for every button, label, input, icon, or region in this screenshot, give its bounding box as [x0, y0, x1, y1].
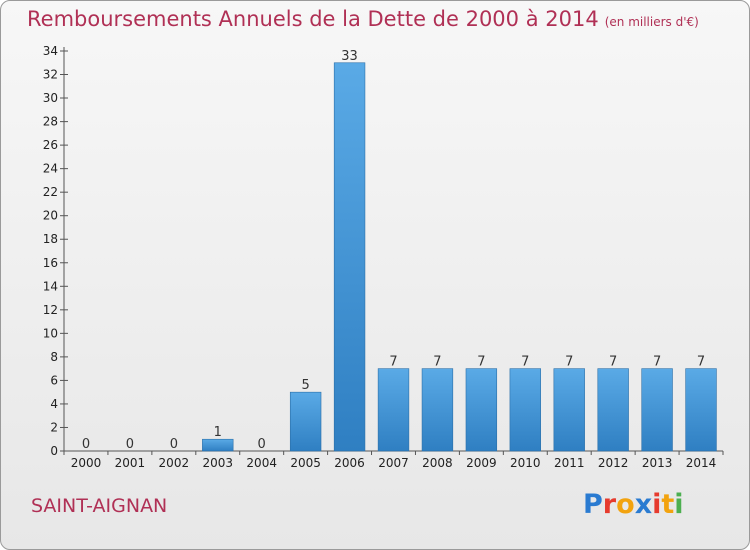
x-axis: 2000 2001 2002 2003 2004 2005 2006 2007 2008 2009… — [63, 450, 724, 470]
data-label-2012: 7 — [609, 355, 617, 370]
y-tick-label: 30 — [43, 91, 58, 105]
y-tick-label: 2 — [50, 420, 58, 434]
bar-2007 — [377, 368, 410, 452]
chart-subtitle: (en milliers d'€) — [604, 15, 699, 29]
data-label-2001: 0 — [126, 437, 134, 452]
bar-2003 — [202, 438, 234, 452]
x-tick-label: 2011 — [554, 456, 585, 470]
logo-letter: x — [634, 489, 653, 520]
x-tick-label: 2009 — [466, 456, 497, 470]
bar-2009 — [465, 368, 498, 452]
data-label-2009: 7 — [477, 355, 485, 370]
data-label-2002: 0 — [170, 437, 178, 452]
logo-letter: i — [652, 489, 662, 520]
x-tick-label: 2003 — [202, 456, 233, 470]
y-tick-label: 24 — [43, 162, 58, 176]
x-tick-label: 2000 — [71, 456, 102, 470]
y-tick-label: 20 — [43, 209, 58, 223]
y-tick-label: 32 — [43, 68, 58, 82]
bar-2012 — [597, 368, 629, 452]
bar-2010 — [509, 368, 541, 452]
x-tick-label: 2007 — [378, 456, 409, 470]
bar-2013 — [641, 368, 673, 452]
logo-letter: P — [583, 489, 603, 520]
x-tick-label: 2002 — [159, 456, 190, 470]
x-tick-label: 2006 — [334, 456, 365, 470]
x-tick-label: 2005 — [290, 456, 321, 470]
x-tick-label: 2012 — [598, 456, 629, 470]
y-tick-label: 0 — [50, 444, 58, 458]
logo-letter: r — [602, 489, 617, 520]
bars-group — [202, 62, 717, 452]
chart-title: Remboursements Annuels de la Dette de 20… — [27, 7, 699, 31]
y-tick-label: 34 — [43, 44, 58, 58]
x-tick-label: 2010 — [510, 456, 541, 470]
data-label-2014: 7 — [697, 355, 705, 370]
data-label-2007: 7 — [389, 355, 397, 370]
data-label-2008: 7 — [433, 355, 441, 370]
x-tick-label: 2004 — [246, 456, 277, 470]
bar-2006 — [333, 62, 366, 452]
data-label-2010: 7 — [521, 355, 529, 370]
data-label-2004: 0 — [258, 437, 266, 452]
y-tick-label: 14 — [43, 279, 58, 293]
data-label-2000: 0 — [82, 437, 90, 452]
data-label-2006: 33 — [341, 49, 358, 64]
logo-letter: o — [616, 489, 635, 520]
y-tick-label: 26 — [43, 138, 58, 152]
proxiti-logo[interactable]: Proxiti — [583, 489, 684, 520]
y-tick-label: 22 — [43, 185, 58, 199]
data-label-2013: 7 — [653, 355, 661, 370]
bar-2008 — [421, 368, 454, 452]
bar-2011 — [553, 368, 585, 452]
data-labels-group: 0 0 0 1 0 5 33 7 7 7 7 7 7 7 7 — [82, 49, 705, 452]
commune-name: SAINT-AIGNAN — [31, 495, 168, 517]
y-tick-label: 10 — [43, 326, 58, 340]
x-tick-label: 2014 — [686, 456, 717, 470]
y-tick-label: 28 — [43, 115, 58, 129]
data-label-2005: 5 — [301, 378, 309, 393]
x-tick-label: 2013 — [642, 456, 673, 470]
logo-letter: i — [674, 489, 684, 520]
bar-2005 — [289, 391, 322, 452]
y-tick-label: 16 — [43, 256, 58, 270]
y-tick-label: 8 — [50, 350, 58, 364]
data-label-2003: 1 — [214, 425, 222, 440]
x-tick-label: 2001 — [115, 456, 146, 470]
x-tick-label: 2008 — [422, 456, 453, 470]
bar-2014 — [685, 368, 717, 452]
y-tick-label: 6 — [50, 373, 58, 387]
y-tick-label: 18 — [43, 232, 58, 246]
data-label-2011: 7 — [565, 355, 573, 370]
y-tick-label: 12 — [43, 303, 58, 317]
logo-letter: t — [661, 489, 675, 520]
chart-title-text: Remboursements Annuels de la Dette de 20… — [27, 7, 599, 31]
y-tick-label: 4 — [50, 397, 58, 411]
